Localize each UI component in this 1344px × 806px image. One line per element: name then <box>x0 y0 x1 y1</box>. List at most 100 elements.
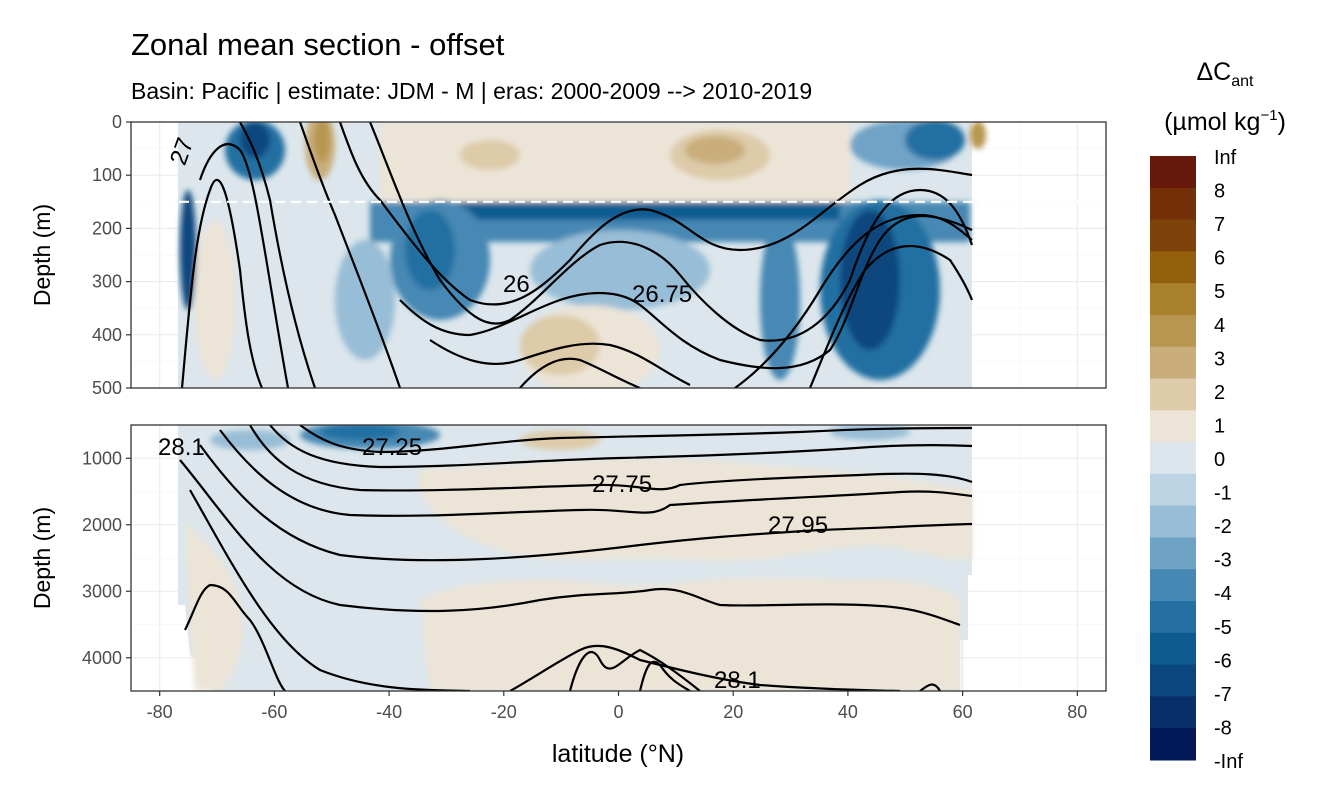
field-patch <box>970 122 986 149</box>
field-patch <box>320 425 400 440</box>
legend-color-swatch <box>1150 537 1196 570</box>
chart-title: Zonal mean section - offset <box>131 27 505 62</box>
legend-colorbar: Inf 8 7 6 5 4 3 2 1 0 -1 -2 -3 -4 -5 -6 -7 -8 -Inf <box>1150 147 1243 773</box>
field-patch <box>520 315 600 375</box>
legend-color-swatch <box>1150 156 1196 189</box>
field-patch <box>210 430 290 450</box>
y-tick-label: 300 <box>92 272 122 292</box>
field-patch <box>830 425 910 440</box>
legend-level-label: -3 <box>1214 550 1232 572</box>
legend-color-swatch <box>1150 664 1196 697</box>
panel-top-border <box>130 121 1107 389</box>
panel-top: 27 26 26.75 0 100 200 300 400 500 Depth (m) <box>29 112 1107 398</box>
legend-units-sup: −1 <box>1260 107 1277 124</box>
field-patch <box>335 240 395 360</box>
legend-level-label: -7 <box>1214 684 1232 706</box>
field-patch <box>460 140 520 170</box>
field-patch <box>420 577 960 691</box>
field-patch <box>185 520 243 691</box>
panel-bottom-field: 28.1 27.25 27.75 27.95 28.1 <box>158 425 973 694</box>
field-patch <box>905 122 965 160</box>
legend-level-label: 0 <box>1214 449 1225 471</box>
y-tick-label: 400 <box>92 325 122 345</box>
panel-top-field: 27 26 26.75 <box>131 122 1106 388</box>
legend-color-swatch <box>1150 473 1196 507</box>
legend-title-sub: ant <box>1231 73 1254 90</box>
legend-level-label: -6 <box>1214 650 1232 672</box>
y-tick-label: 0 <box>112 112 122 132</box>
field-surface-tan <box>380 122 850 202</box>
contour-label: 27.95 <box>768 512 828 539</box>
legend-level-label: 5 <box>1214 281 1225 303</box>
x-axis-ticks: -80 -60 -40 -20 0 20 40 60 80 <box>147 691 1087 722</box>
legend-level-label: -2 <box>1214 516 1232 538</box>
chart-subtitle: Basin: Pacific | estimate: JDM - M | era… <box>131 78 812 104</box>
contour-label: 28.1 <box>158 434 205 461</box>
contour-label: 28.1 <box>714 667 761 694</box>
legend-color-swatch <box>1150 601 1196 634</box>
legend-color-swatch <box>1150 378 1196 411</box>
contour-label: 26.75 <box>632 281 692 308</box>
legend-level-label: -8 <box>1214 717 1232 739</box>
field-patch <box>685 136 745 164</box>
legend-level-label: -5 <box>1214 617 1232 639</box>
legend-level-label: -4 <box>1214 583 1232 605</box>
field-patch <box>405 210 455 290</box>
legend-color-swatch <box>1150 346 1196 380</box>
y-tick-label: 4000 <box>82 648 122 668</box>
contour-label: 27.75 <box>592 471 652 498</box>
field-patch <box>418 458 972 561</box>
y-tick-label: 200 <box>92 218 122 238</box>
contour-label: 27.25 <box>362 434 422 461</box>
panel-top-y-ticks: 0 100 200 300 400 500 <box>92 112 131 398</box>
legend-color-swatch <box>1150 314 1196 348</box>
y-tick-label: 2000 <box>82 515 122 535</box>
legend-color-swatch <box>1150 696 1196 729</box>
legend-color-swatch <box>1150 442 1196 475</box>
contour-lines-bottom <box>179 425 973 691</box>
x-tick-label: 80 <box>1067 702 1087 722</box>
x-tick-label: -40 <box>376 702 402 722</box>
legend-level-label: 1 <box>1214 415 1225 437</box>
x-tick-label: -60 <box>261 702 287 722</box>
y-tick-label: 500 <box>92 378 122 398</box>
legend-color-swatch <box>1150 569 1196 602</box>
legend-color-swatch <box>1150 187 1196 221</box>
legend-level-label: 2 <box>1214 382 1225 404</box>
panel-top-y-label: Depth (m) <box>29 204 55 306</box>
contour-lines-top <box>180 122 974 388</box>
legend-title-main: ΔC <box>1196 58 1231 86</box>
x-tick-label: 0 <box>613 702 623 722</box>
legend-level-label: 3 <box>1214 348 1225 370</box>
x-tick-label: -20 <box>491 702 517 722</box>
legend-level-label: 7 <box>1214 214 1225 236</box>
legend-units: (µmol kg−1) <box>1164 107 1286 136</box>
panel-bottom: 28.1 27.25 27.75 27.95 28.1 1000 2000 3000… <box>29 424 1107 694</box>
panel-bottom-y-ticks: 1000 2000 3000 4000 <box>82 448 131 668</box>
legend-color-swatch <box>1150 283 1196 316</box>
legend-units-main: (µmol kg <box>1164 108 1260 136</box>
legend-color-swatch <box>1150 410 1196 443</box>
field-patch <box>240 122 270 158</box>
legend-level-label: 4 <box>1214 315 1225 337</box>
field-patch <box>180 190 196 310</box>
field-patch <box>195 220 235 380</box>
field-patch <box>760 220 800 380</box>
legend: ΔCant (µmol kg−1) Inf 8 7 6 5 4 3 2 1 0 -1 -2 -3 -4 -5… <box>1150 58 1286 773</box>
legend-level-label: -1 <box>1214 483 1232 505</box>
x-tick-label: -80 <box>147 702 173 722</box>
y-tick-label: 100 <box>92 165 122 185</box>
legend-level-label: -Inf <box>1214 751 1243 773</box>
legend-color-swatch <box>1150 505 1196 538</box>
x-tick-label: 20 <box>723 702 743 722</box>
x-tick-label: 40 <box>838 702 858 722</box>
field-patch <box>520 430 600 450</box>
field-patch <box>314 122 330 162</box>
x-axis-label: latitude (°N) <box>552 740 684 768</box>
legend-color-swatch <box>1150 728 1196 761</box>
legend-units-close: ) <box>1278 108 1286 136</box>
legend-level-label: Inf <box>1214 147 1237 169</box>
field-patch <box>530 230 710 310</box>
legend-color-swatch <box>1150 632 1196 666</box>
y-tick-label: 3000 <box>82 581 122 601</box>
